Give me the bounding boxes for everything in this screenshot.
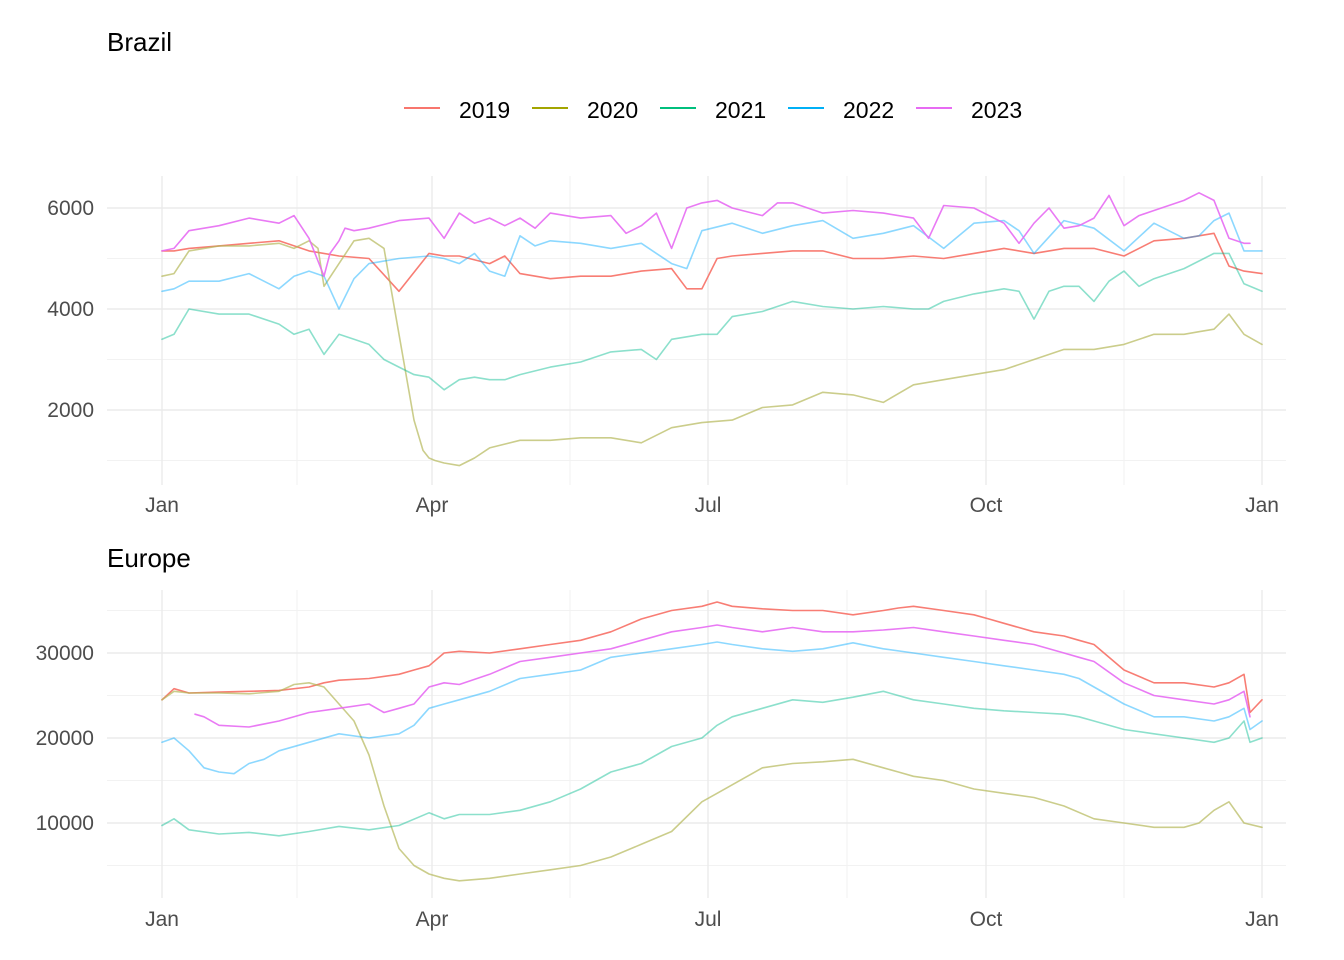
series-line-brazil-2023 xyxy=(161,192,1251,278)
y-tick-label-2000: 2000 xyxy=(47,399,94,422)
legend-label-2021: 2021 xyxy=(715,97,766,123)
y-tick-label-6000: 6000 xyxy=(47,197,94,220)
x-tick-label-oct: Oct xyxy=(970,494,1003,517)
legend-label-2019: 2019 xyxy=(459,97,510,123)
series-line-europe-2021 xyxy=(161,690,1263,837)
x-tick-label-jan: Jan xyxy=(1245,908,1279,931)
x-tick-label-jul: Jul xyxy=(695,908,722,931)
x-tick-label-oct: Oct xyxy=(970,908,1003,931)
legend-label-2023: 2023 xyxy=(971,97,1022,123)
x-tick-label-jan: Jan xyxy=(145,908,179,931)
y-tick-label-4000: 4000 xyxy=(47,298,94,321)
x-tick-label-apr: Apr xyxy=(416,908,449,931)
series-line-europe-2022 xyxy=(161,641,1263,775)
x-tick-label-jan: Jan xyxy=(145,494,179,517)
panel-europe: Europe Jan Apr Jul Oct Jan 10000 20000 30000 xyxy=(36,543,1286,931)
panel-title-europe: Europe xyxy=(107,543,191,573)
legend-label-2022: 2022 xyxy=(843,97,894,123)
y-tick-label-30000: 30000 xyxy=(36,642,94,665)
series-line-brazil-2020 xyxy=(161,237,1263,467)
series-line-brazil-2021 xyxy=(161,252,1263,391)
x-tick-label-jan: Jan xyxy=(1245,494,1279,517)
panel-title-brazil: Brazil xyxy=(107,27,172,57)
y-tick-label-20000: 20000 xyxy=(36,727,94,750)
x-tick-label-apr: Apr xyxy=(416,494,449,517)
series-line-brazil-2022 xyxy=(161,212,1263,310)
series-line-europe-2023 xyxy=(194,624,1251,728)
series-line-europe-2020 xyxy=(161,681,1263,882)
series-line-europe-2019 xyxy=(161,601,1263,714)
panel-brazil: Brazil Jan Apr Jul Oct Jan 2000 4000 6000 xyxy=(47,27,1286,517)
x-tick-label-jul: Jul xyxy=(695,494,722,517)
legend-label-2020: 2020 xyxy=(587,97,638,123)
legend: 2019 2020 2021 2022 2023 xyxy=(404,97,1022,123)
y-tick-label-10000: 10000 xyxy=(36,812,94,835)
